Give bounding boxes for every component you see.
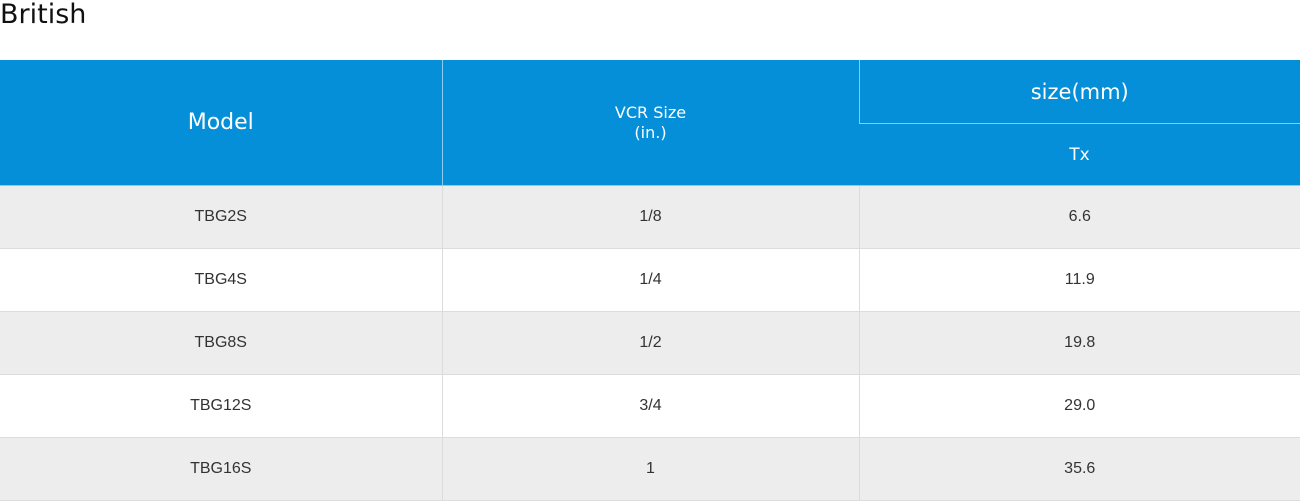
header-tx: Tx bbox=[859, 123, 1300, 186]
table-row: TBG8S 1/2 19.8 bbox=[0, 311, 1300, 375]
table-row: TBG2S 1/8 6.6 bbox=[0, 185, 1300, 249]
header-size-group: size(mm) bbox=[858, 60, 1300, 124]
table-row: TBG12S 3/4 29.0 bbox=[0, 374, 1300, 438]
cell-tx: 19.8 bbox=[858, 311, 1300, 375]
cell-tx: 35.6 bbox=[858, 437, 1300, 501]
header-vcr-size: VCR Size (in.) bbox=[441, 60, 859, 186]
cell-vcr-size: 1 bbox=[441, 437, 859, 501]
table-row: TBG4S 1/4 11.9 bbox=[0, 248, 1300, 312]
cell-model: TBG8S bbox=[0, 311, 442, 375]
cell-model: TBG16S bbox=[0, 437, 442, 501]
section-title: British bbox=[0, 0, 87, 30]
cell-vcr-size: 1/2 bbox=[441, 311, 859, 375]
cell-tx: 6.6 bbox=[858, 185, 1300, 249]
cell-model: TBG12S bbox=[0, 374, 442, 438]
cell-model: TBG2S bbox=[0, 185, 442, 249]
header-vcr-size-label: VCR Size bbox=[614, 102, 687, 122]
spec-table: Model VCR Size (in.) size(mm) Tx TBG2S 1… bbox=[0, 60, 1300, 501]
table-row: TBG16S 1 35.6 bbox=[0, 437, 1300, 501]
cell-vcr-size: 3/4 bbox=[441, 374, 859, 438]
cell-vcr-size: 1/4 bbox=[441, 248, 859, 312]
header-model: Model bbox=[0, 60, 442, 186]
header-vcr-size-unit: (in.) bbox=[634, 122, 667, 142]
cell-model: TBG4S bbox=[0, 248, 442, 312]
cell-tx: 11.9 bbox=[858, 248, 1300, 312]
cell-tx: 29.0 bbox=[858, 374, 1300, 438]
cell-vcr-size: 1/8 bbox=[441, 185, 859, 249]
